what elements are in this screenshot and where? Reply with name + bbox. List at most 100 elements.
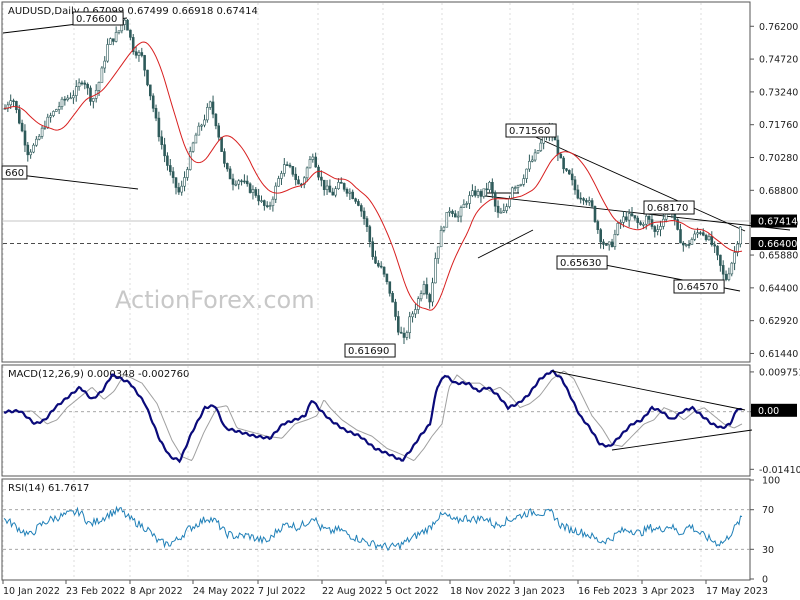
candle — [157, 111, 161, 142]
candle-body — [237, 180, 240, 185]
candle-body — [171, 171, 175, 178]
candle-body — [647, 215, 651, 220]
candle-body — [160, 136, 163, 146]
candle — [226, 162, 229, 172]
candle-body — [616, 223, 620, 235]
candle — [536, 150, 540, 154]
candle-body — [291, 166, 295, 175]
candle — [359, 203, 363, 217]
candle — [52, 110, 55, 118]
candle-body — [66, 97, 69, 100]
price-annotation-box — [505, 123, 557, 138]
candle-body — [194, 134, 198, 144]
candle-body — [414, 309, 417, 315]
support-level-label: 0.66400 — [758, 239, 797, 250]
rsi-axis-tick: 30 — [762, 545, 774, 556]
candle-body — [639, 222, 642, 225]
candle-body — [114, 32, 118, 42]
candle-body — [339, 182, 343, 184]
candle-body — [599, 229, 603, 243]
candle-body — [320, 176, 323, 181]
candle-body — [428, 294, 432, 303]
price-axis-tick: 0.65880 — [759, 251, 798, 262]
candle — [562, 156, 565, 174]
candle-body — [451, 210, 454, 214]
candle — [234, 180, 238, 187]
candle — [334, 186, 337, 198]
price-labels: 0.76600 0.71560 0.68170 0.65630 0.64570 0.616… — [1, 11, 725, 358]
candle-body — [92, 98, 95, 102]
candle-body — [334, 188, 337, 196]
candle-body — [29, 151, 33, 156]
candle — [131, 34, 135, 55]
candle — [129, 29, 132, 41]
candle — [37, 134, 41, 141]
candle — [106, 38, 109, 63]
candle — [627, 209, 631, 227]
candle-body — [510, 187, 514, 199]
candle — [80, 80, 84, 86]
candle-body — [681, 242, 685, 246]
candle — [206, 103, 209, 123]
candle-body — [391, 292, 394, 303]
candle-body — [294, 173, 298, 180]
candle-body — [149, 84, 152, 97]
candle — [97, 81, 101, 96]
candle — [570, 168, 574, 186]
macd-lines — [3, 369, 753, 464]
macd-trendline — [611, 429, 753, 451]
candle-body — [516, 185, 520, 188]
candle — [151, 93, 155, 113]
candle — [513, 185, 517, 192]
candle — [411, 311, 414, 323]
candle-body — [491, 182, 494, 193]
candle-body — [166, 155, 169, 166]
x-axis-tick: 16 Feb 2023 — [578, 586, 637, 597]
candle-body — [60, 98, 64, 107]
candle — [613, 229, 617, 250]
candle-body — [624, 216, 628, 221]
candle — [579, 192, 583, 204]
candle — [736, 241, 739, 257]
candle — [89, 85, 92, 106]
candle-body — [396, 316, 400, 333]
candle — [593, 205, 597, 223]
candle-body — [188, 151, 192, 170]
candle — [200, 123, 203, 131]
candle — [451, 209, 454, 218]
candle-body — [456, 215, 460, 218]
candle-body — [265, 205, 269, 207]
candle-body — [721, 265, 725, 275]
candle-body — [23, 130, 27, 146]
price-annotation-box — [344, 343, 396, 358]
price-axis-tick: 0.68800 — [759, 186, 798, 197]
candle-body — [365, 218, 369, 228]
candle-body — [699, 232, 702, 234]
price-annotation-box — [673, 279, 725, 294]
candle — [499, 207, 503, 214]
candle — [57, 101, 61, 114]
candle — [339, 177, 343, 184]
candle-body — [590, 200, 594, 207]
candle — [453, 210, 457, 218]
candle-body — [35, 138, 38, 146]
candle — [257, 189, 260, 206]
candle-body — [496, 205, 500, 213]
x-axis-tick: 22 Aug 2022 — [322, 586, 383, 597]
candle-body — [476, 191, 480, 196]
candle-body — [385, 273, 389, 282]
candle — [23, 124, 27, 152]
price-axis-tick: 0.71760 — [759, 120, 798, 131]
candle-body — [137, 52, 141, 56]
candle — [305, 166, 309, 182]
candle-body — [505, 206, 508, 211]
candle-body — [126, 19, 129, 31]
candle-body — [100, 67, 104, 83]
candle-body — [539, 142, 543, 151]
candle-body — [186, 169, 189, 178]
candle — [585, 198, 588, 206]
rsi-line — [3, 505, 743, 552]
candle-body — [556, 139, 560, 155]
candle-body — [436, 246, 440, 259]
candle — [183, 171, 186, 192]
